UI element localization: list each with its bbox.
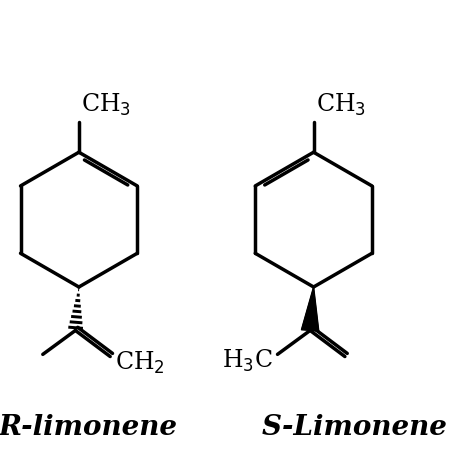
Text: CH$_2$: CH$_2$ — [115, 350, 164, 376]
Text: H$_3$C: H$_3$C — [221, 348, 272, 374]
Text: R-limonene: R-limonene — [0, 414, 177, 441]
Text: CH$_3$: CH$_3$ — [81, 92, 131, 118]
Text: S-Limonene: S-Limonene — [262, 414, 447, 441]
Text: CH$_3$: CH$_3$ — [316, 92, 366, 118]
Polygon shape — [301, 287, 319, 331]
